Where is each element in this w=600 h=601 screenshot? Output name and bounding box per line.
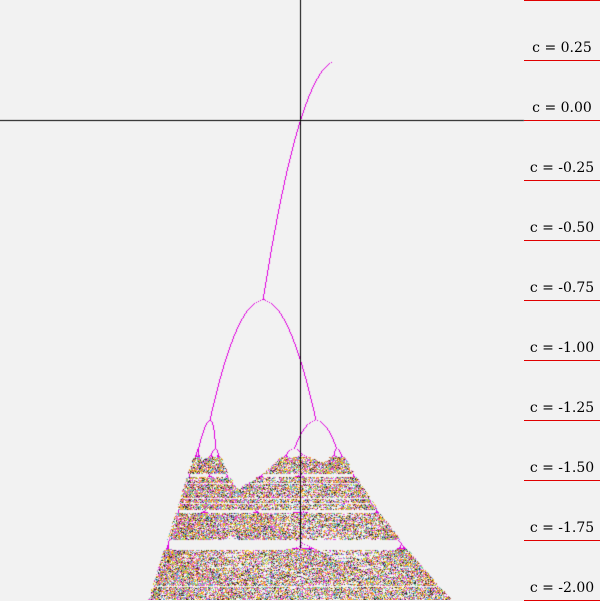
c-label: c = -0.25	[529, 160, 595, 176]
c-marker-line	[524, 60, 600, 61]
c-label: c = -1.00	[529, 340, 595, 356]
c-marker-line	[524, 240, 600, 241]
c-label: c = -0.75	[529, 280, 595, 296]
c-marker-line	[524, 540, 600, 541]
c-label: c = -2.00	[529, 580, 595, 596]
c-label: c = 0.00	[532, 100, 592, 116]
c-label: c = -1.75	[529, 520, 595, 536]
c-marker-line	[524, 300, 600, 301]
c-label: c = 0.25	[532, 40, 592, 56]
c-marker-line	[524, 120, 600, 121]
c-marker-line	[524, 480, 600, 481]
c-marker-line	[524, 360, 600, 361]
c-marker-line	[524, 180, 600, 181]
c-marker-line	[524, 420, 600, 421]
c-marker-line	[524, 0, 600, 1]
c-label: c = -1.25	[529, 400, 595, 416]
c-label: c = -0.50	[529, 220, 595, 236]
c-label: c = -1.50	[529, 460, 595, 476]
